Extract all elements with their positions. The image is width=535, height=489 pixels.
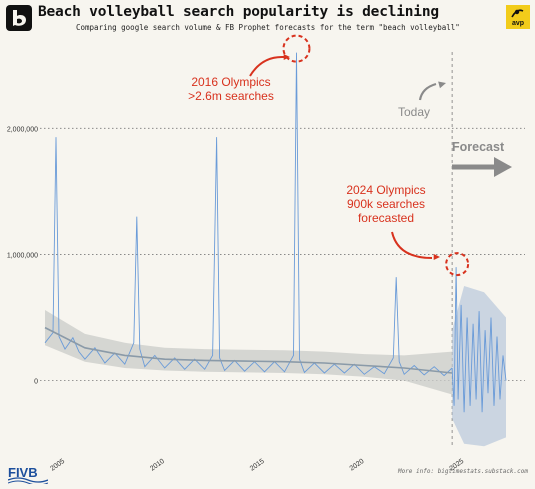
olympics-2024-label: forecasted [358, 211, 414, 225]
avp-logo-icon [511, 9, 524, 18]
olympics-2016-highlight-circle [282, 34, 311, 63]
today-label: Today [398, 105, 430, 119]
x-tick-label: 2015 [249, 458, 266, 473]
olympics-2024-label: 2024 Olympics [346, 183, 425, 197]
source-note: More info: bigtimestats.substack.com [397, 468, 528, 475]
y-tick-label: 0 [34, 379, 38, 386]
olympics-2024-arrowhead [433, 253, 440, 261]
avp-logo-text: avp [511, 20, 525, 27]
forecast-line [451, 267, 507, 413]
forecast-arrowhead [494, 157, 512, 177]
olympics-2016-arrow [249, 55, 285, 77]
y-tick-label: 1,000,000 [7, 252, 38, 259]
x-tick-label: 2010 [149, 458, 166, 473]
olympics-2016-arrowhead [283, 53, 290, 61]
forecast-label: Forecast [452, 140, 505, 154]
trend-uncertainty-band [45, 310, 453, 395]
trend-line [44, 326, 453, 374]
x-tick-label: 2020 [349, 458, 366, 473]
olympics-2024-arrow [391, 231, 433, 259]
fivb-logo: FIVB [7, 464, 49, 489]
avp-logo: avp [506, 5, 530, 29]
olympics-2016-label: >2.6m searches [188, 89, 274, 103]
today-arrow [418, 82, 437, 101]
bts-logo [6, 5, 32, 31]
fivb-logo-text: FIVB [8, 465, 38, 480]
olympics-2016-label: 2016 Olympics [191, 75, 270, 89]
x-tick-label: 2005 [49, 458, 66, 473]
chart-subtitle: Comparing google search volume & FB Prop… [76, 23, 460, 32]
chart-title: Beach volleyball search popularity is de… [38, 4, 439, 20]
forecast-uncertainty-band [452, 286, 506, 447]
y-tick-label: 2,000,000 [7, 126, 38, 133]
today-arrowhead [438, 81, 446, 89]
olympics-2024-highlight-circle [445, 252, 470, 277]
olympics-2024-label: 900k searches [347, 197, 425, 211]
